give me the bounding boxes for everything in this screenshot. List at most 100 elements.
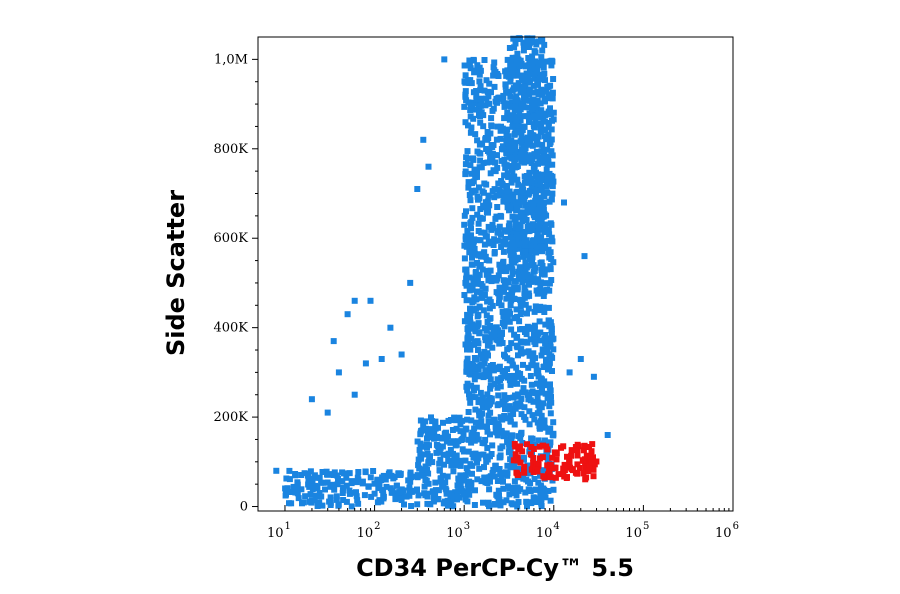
data-point [574, 452, 581, 459]
data-point [406, 492, 413, 499]
data-point [516, 245, 523, 252]
data-point [488, 115, 495, 122]
data-point [498, 429, 505, 436]
data-point [533, 205, 540, 212]
data-point [538, 235, 544, 242]
data-point [493, 213, 500, 220]
data-point [534, 121, 541, 128]
data-point [587, 453, 594, 460]
data-point [472, 328, 479, 335]
data-point [414, 486, 420, 493]
data-point [518, 411, 525, 418]
data-point [466, 62, 473, 69]
data-point [585, 468, 592, 474]
data-point [547, 425, 554, 432]
data-point [401, 501, 407, 508]
data-point [549, 161, 556, 168]
data-point [505, 449, 512, 456]
data-point [496, 300, 502, 307]
data-point [348, 480, 355, 487]
data-point [517, 106, 524, 113]
series-1-points [273, 35, 611, 510]
data-point [513, 457, 520, 464]
data-point [443, 438, 450, 445]
data-point [450, 503, 457, 510]
data-point [511, 441, 518, 447]
data-point [477, 389, 484, 396]
data-point [546, 364, 552, 371]
data-point [503, 89, 510, 96]
data-point [491, 236, 498, 243]
data-point [537, 181, 544, 188]
data-point [537, 418, 544, 425]
data-point [351, 297, 358, 304]
data-point [545, 161, 552, 168]
data-point [497, 414, 504, 421]
data-point [341, 470, 347, 477]
data-point [521, 113, 528, 120]
data-point [522, 489, 529, 496]
data-point [497, 452, 504, 459]
data-point [508, 179, 515, 186]
data-point [540, 59, 547, 65]
data-point [468, 124, 475, 131]
data-point [509, 68, 516, 75]
data-point [420, 422, 427, 429]
data-point [507, 74, 514, 81]
data-point [298, 486, 305, 493]
data-point [500, 478, 506, 485]
data-point [499, 329, 505, 336]
data-point [498, 213, 505, 220]
data-point [530, 275, 537, 282]
data-point [568, 447, 575, 454]
data-point [501, 156, 508, 163]
data-point [476, 465, 483, 472]
data-point [546, 397, 553, 404]
data-point [504, 462, 511, 469]
data-point [496, 186, 503, 193]
data-point [513, 206, 520, 213]
data-point [425, 459, 432, 466]
data-point [550, 346, 557, 353]
x-tick-exponent: 4 [553, 521, 559, 532]
data-point [503, 308, 510, 315]
data-point [509, 238, 516, 244]
data-point [476, 451, 483, 458]
data-point [540, 304, 547, 311]
data-point [509, 230, 516, 237]
data-point [521, 404, 528, 411]
data-point [519, 233, 526, 240]
data-point [550, 259, 557, 266]
data-point [534, 410, 541, 417]
data-point [464, 380, 471, 387]
data-point [501, 103, 508, 110]
data-point [507, 412, 514, 419]
data-point [494, 432, 501, 439]
data-point [465, 448, 472, 455]
data-point [436, 460, 443, 467]
data-point [532, 303, 539, 310]
data-point [526, 486, 533, 493]
data-point [497, 231, 504, 238]
data-point [482, 233, 489, 240]
data-point [477, 206, 484, 212]
data-point [510, 377, 517, 383]
y-tick-label: 1,0M [214, 52, 248, 67]
data-point [483, 474, 490, 481]
data-point [302, 493, 309, 500]
x-tick-label: 101 [267, 521, 291, 541]
data-point [528, 152, 535, 159]
data-point [514, 67, 521, 74]
data-point [495, 272, 502, 279]
data-point [424, 500, 431, 507]
data-point [500, 248, 507, 255]
data-point [494, 204, 501, 210]
data-point [523, 97, 530, 104]
data-point [460, 491, 467, 498]
data-point [509, 196, 516, 203]
data-point [546, 468, 553, 475]
data-point [517, 89, 524, 96]
data-point [510, 112, 516, 119]
data-point [383, 483, 390, 490]
data-point [365, 483, 372, 490]
